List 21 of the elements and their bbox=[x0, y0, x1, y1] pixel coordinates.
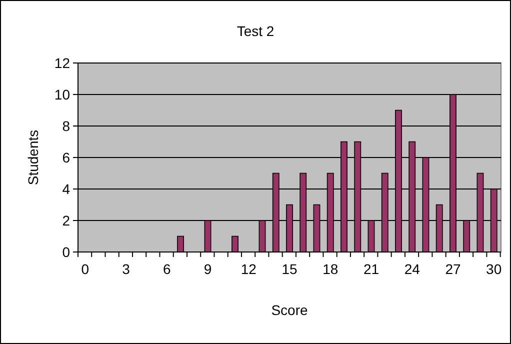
y-tick-label: 2 bbox=[62, 212, 70, 228]
x-tick-label: 24 bbox=[404, 261, 420, 277]
y-axis-title: Students bbox=[25, 130, 41, 186]
x-tick-label: 21 bbox=[363, 261, 380, 277]
y-tick-label: 0 bbox=[62, 244, 70, 260]
x-tick-label: 3 bbox=[122, 261, 130, 277]
y-tick-label: 10 bbox=[54, 86, 70, 102]
x-tick-label: 18 bbox=[322, 261, 338, 277]
x-tick-label: 6 bbox=[162, 261, 171, 277]
x-tick-label: 27 bbox=[445, 261, 461, 277]
x-tick-label: 15 bbox=[282, 261, 298, 277]
y-tick-label: 12 bbox=[54, 54, 70, 71]
x-tick-label: 9 bbox=[204, 261, 212, 277]
x-tick-label: 0 bbox=[81, 261, 90, 277]
x-tick-label: 12 bbox=[240, 261, 257, 277]
y-tick-label: 4 bbox=[62, 180, 70, 197]
x-tick-label: 30 bbox=[486, 261, 502, 277]
x-axis-title: Score bbox=[271, 302, 308, 318]
chart-title: Test 2 bbox=[236, 23, 274, 39]
y-tick-label: 8 bbox=[62, 118, 70, 134]
y-tick-label: 6 bbox=[62, 149, 70, 166]
